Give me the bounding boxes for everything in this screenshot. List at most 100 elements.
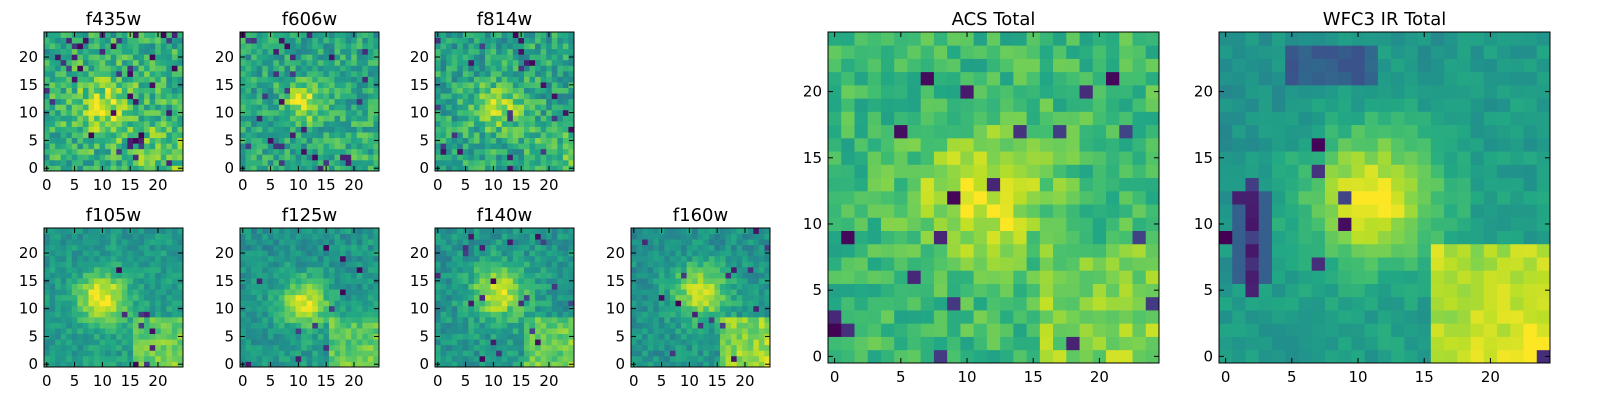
- heatmap-cell: [301, 65, 308, 72]
- heatmap-cell: [1079, 230, 1094, 245]
- heatmap-cell: [490, 132, 497, 139]
- heatmap-cell: [132, 32, 139, 38]
- heatmap-cell: [88, 361, 95, 368]
- heatmap-cell: [328, 355, 335, 362]
- heatmap-cell: [99, 54, 106, 61]
- heatmap-cell: [144, 255, 151, 262]
- heatmap-cell: [367, 344, 374, 351]
- heatmap-cell: [312, 93, 319, 100]
- heatmap-cell: [149, 154, 156, 161]
- heatmap-cell: [708, 339, 715, 346]
- heatmap-cell: [94, 165, 100, 172]
- heatmap-cell: [1053, 270, 1067, 284]
- heatmap-cell: [518, 70, 525, 77]
- heatmap-cell: [440, 104, 447, 111]
- heatmap-cell: [94, 48, 100, 55]
- heatmap-cell: [1079, 310, 1094, 324]
- heatmap-cell: [725, 311, 732, 318]
- heatmap-cell: [457, 250, 464, 257]
- heatmap-cell: [116, 322, 123, 329]
- heatmap-cell: [88, 333, 95, 340]
- heatmap-cell: [356, 228, 363, 234]
- heatmap-cell: [99, 239, 106, 246]
- heatmap-cell: [473, 355, 480, 362]
- heatmap-cell: [105, 115, 112, 122]
- heatmap-cell: [345, 82, 352, 88]
- heatmap-cell: [557, 98, 564, 105]
- heatmap-cell: [540, 93, 547, 100]
- heatmap-cell: [451, 305, 458, 312]
- heatmap-cell: [535, 109, 542, 116]
- heatmap-cell: [273, 322, 280, 329]
- heatmap-cell: [440, 115, 447, 122]
- heatmap-cell: [697, 244, 704, 251]
- heatmap-cell: [631, 300, 637, 307]
- heatmap-cell: [94, 283, 100, 290]
- heatmap-cell: [362, 132, 369, 139]
- heatmap-cell: [731, 283, 738, 290]
- heatmap-cell: [77, 70, 84, 77]
- heatmap-cell: [55, 261, 62, 268]
- heatmap-cell: [82, 239, 89, 246]
- heatmap-cell: [642, 333, 649, 340]
- heatmap-cell: [490, 76, 497, 83]
- heatmap-cell: [290, 165, 296, 172]
- heatmap-cell: [692, 361, 699, 368]
- heatmap-cell: [440, 361, 447, 368]
- heatmap-cell: [373, 154, 380, 161]
- heatmap-cell: [262, 339, 269, 346]
- heatmap-cell: [473, 104, 480, 111]
- heatmap-cell: [764, 344, 771, 351]
- heatmap-cell: [82, 250, 89, 257]
- heatmap-cell: [468, 159, 475, 166]
- heatmap-cell: [171, 333, 178, 340]
- heatmap-cell: [110, 54, 117, 61]
- heatmap-cell: [468, 289, 475, 296]
- heatmap-cell: [468, 339, 475, 346]
- heatmap-cell: [71, 104, 78, 111]
- heatmap-cell: [647, 333, 654, 340]
- heatmap-cell: [356, 339, 363, 346]
- heatmap-cell: [149, 333, 156, 340]
- heatmap-cell: [245, 43, 252, 50]
- heatmap-cell: [99, 300, 106, 307]
- heatmap-cell: [686, 350, 693, 357]
- heatmap-cell: [88, 54, 95, 61]
- heatmap-cell: [546, 250, 553, 257]
- heatmap-cell: [462, 333, 469, 340]
- heatmap-cell: [49, 159, 56, 166]
- heatmap-cell: [160, 289, 167, 296]
- heatmap-cell: [557, 54, 564, 61]
- heatmap-cell: [77, 261, 84, 268]
- heatmap-cell: [669, 278, 676, 284]
- heatmap-cell: [340, 283, 347, 290]
- heatmap-cell: [1000, 296, 1014, 311]
- heatmap-cell: [71, 300, 78, 307]
- heatmap-cell: [334, 115, 341, 122]
- heatmap-cell: [66, 261, 73, 268]
- heatmap-cell: [1079, 164, 1094, 179]
- heatmap-cell: [1026, 270, 1041, 284]
- heatmap-cell: [507, 333, 514, 340]
- heatmap-cell: [323, 70, 330, 77]
- heatmap-cell: [440, 143, 447, 150]
- heatmap-cell: [557, 93, 564, 100]
- heatmap-cell: [1000, 310, 1014, 324]
- heatmap-cell: [920, 270, 935, 284]
- heatmap-cell: [356, 328, 363, 335]
- heatmap-cell: [658, 266, 665, 273]
- heatmap-cell: [507, 355, 514, 362]
- heatmap-cell: [171, 104, 178, 111]
- heatmap-cell: [501, 316, 508, 323]
- heatmap-cell: [512, 361, 519, 368]
- heatmap-cell: [317, 255, 324, 262]
- heatmap-cell: [77, 43, 84, 50]
- heatmap-cell: [440, 165, 447, 172]
- heatmap-cell: [155, 294, 162, 301]
- heatmap-cell: [1053, 296, 1067, 311]
- heatmap-cell: [642, 355, 649, 362]
- heatmap-cell: [551, 344, 558, 351]
- heatmap-cell: [262, 148, 269, 155]
- heatmap-cell: [273, 98, 280, 105]
- heatmap-cell: [245, 228, 252, 234]
